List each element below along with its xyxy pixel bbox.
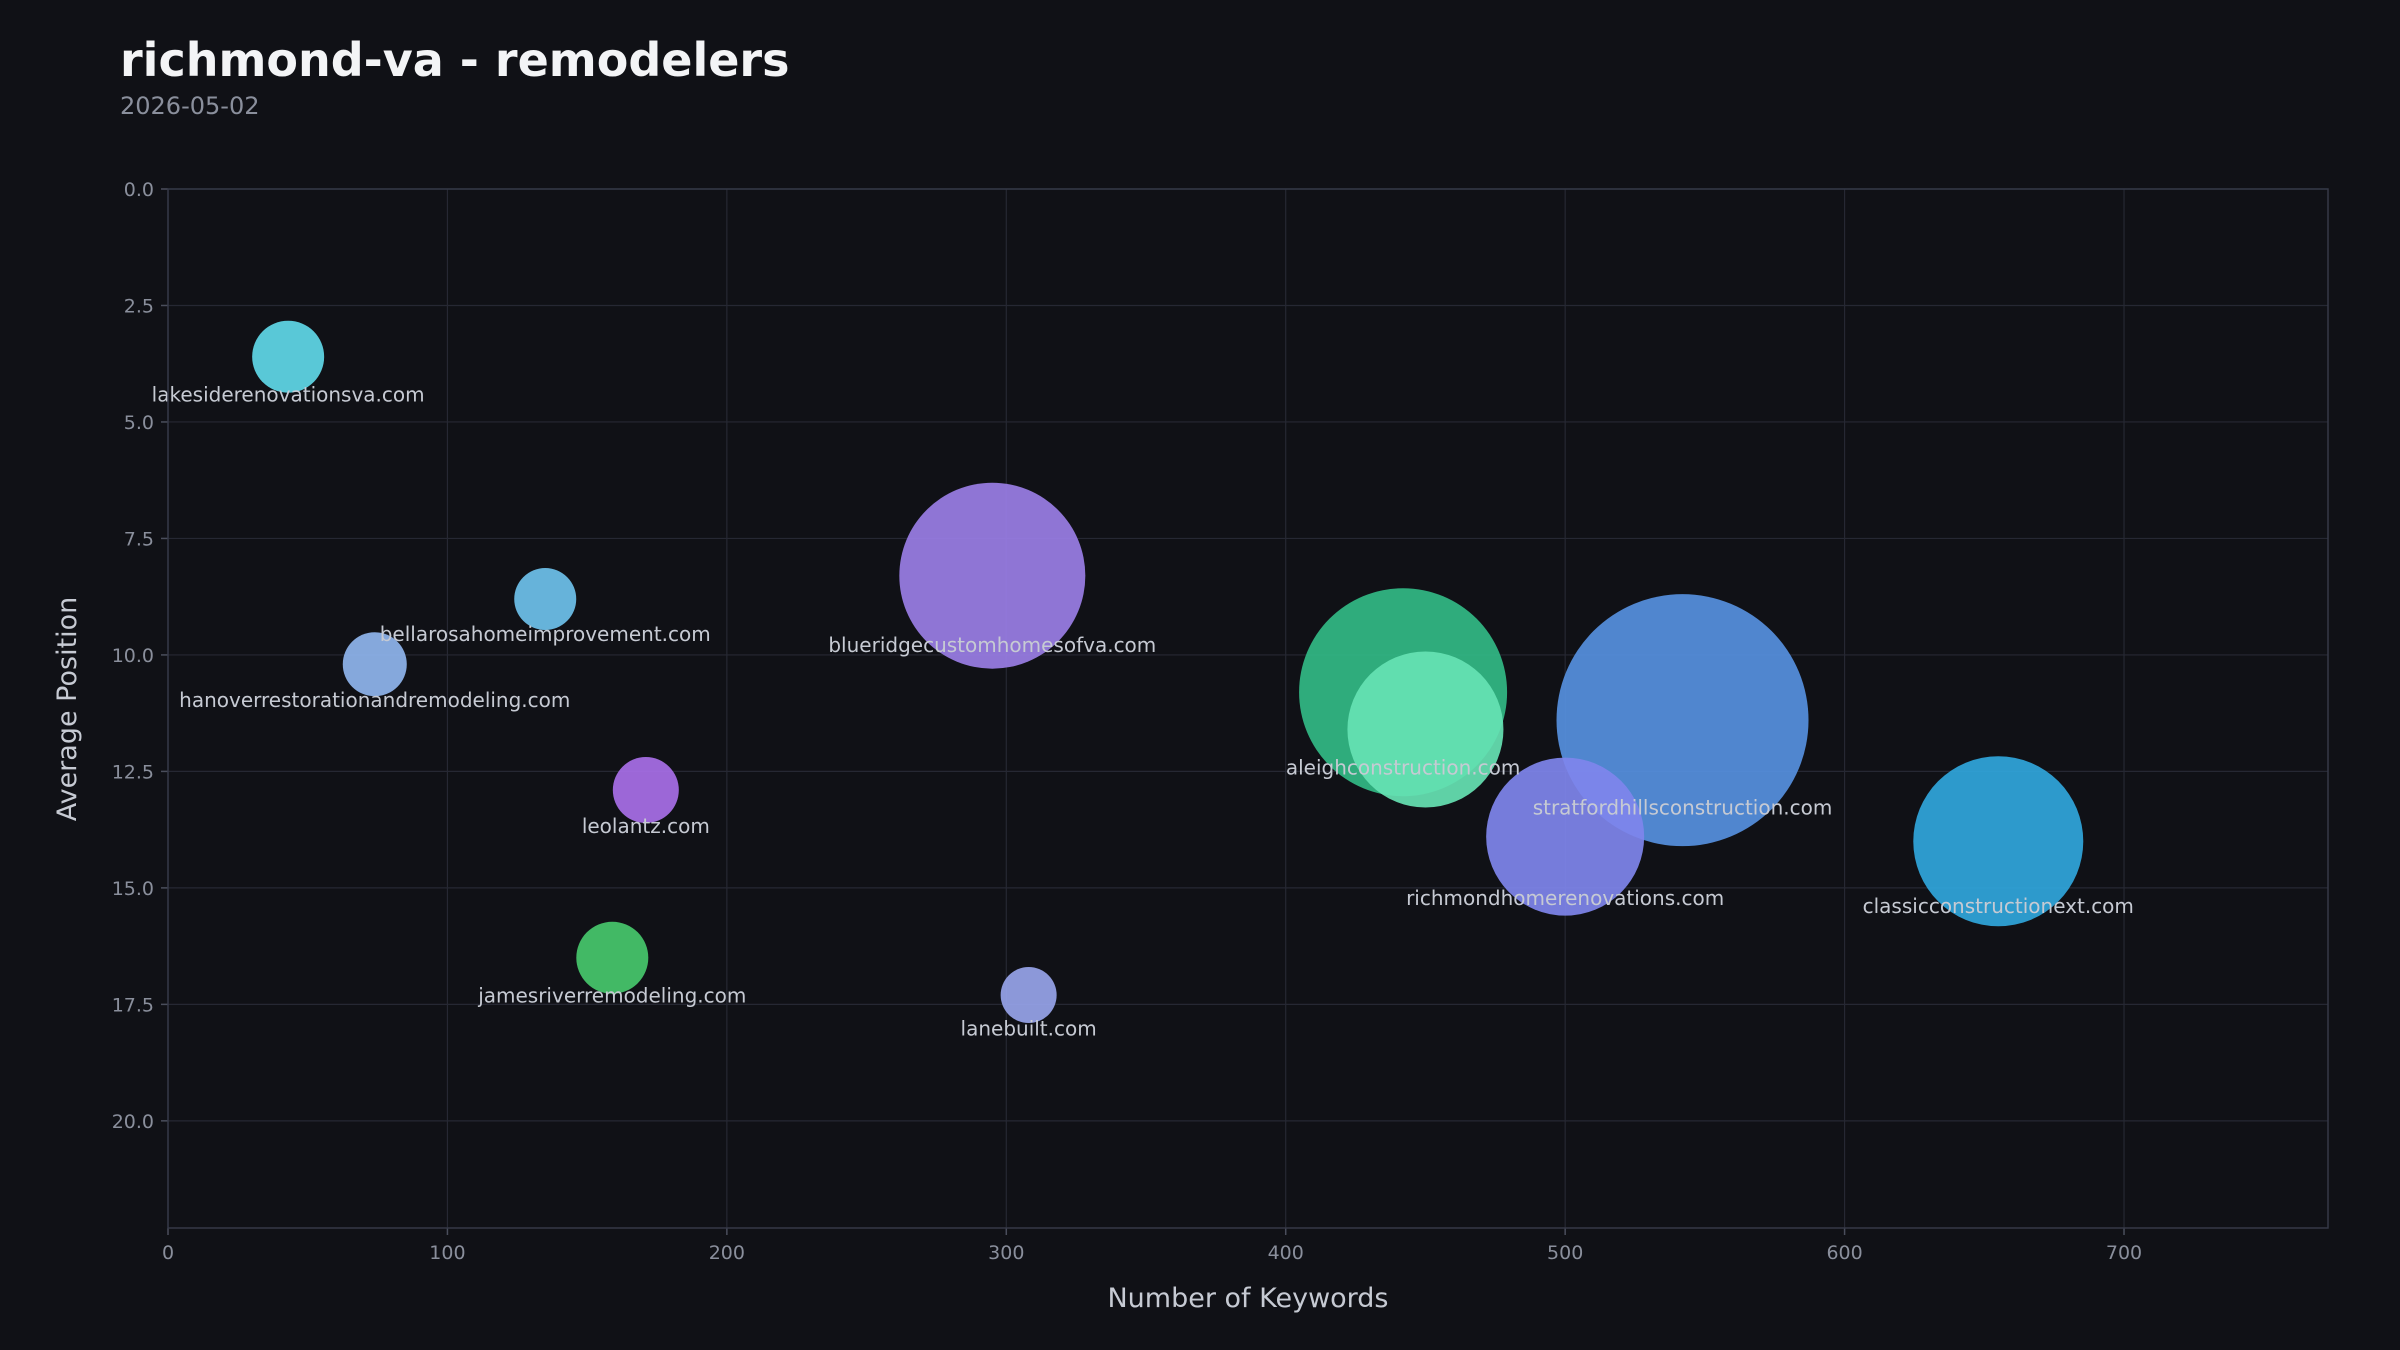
- bubble: [612, 757, 679, 824]
- y-tick-label: 15.0: [112, 878, 154, 900]
- bubble-labels: lakesiderenovationsva.com bellarosahomeim…: [152, 383, 2134, 1041]
- x-tick-label: 500: [1547, 1242, 1583, 1264]
- bubbles: [252, 320, 2084, 1024]
- x-tick-label: 200: [709, 1242, 745, 1264]
- bubble-label: stratfordhillsconstruction.com: [1533, 795, 1833, 819]
- y-tick-label: 17.5: [112, 994, 154, 1016]
- axes: 0 100 200 300 400 500 600 700 0.0 2.5 5.0 7.5 10.0 12…: [112, 179, 2329, 1264]
- bubble-label: lanebuilt.com: [961, 1016, 1097, 1040]
- x-tick-label: 400: [1268, 1242, 1304, 1264]
- chart-subtitle: 2026-05-02: [120, 92, 259, 120]
- bubble: [1486, 757, 1645, 916]
- plot-frame: [167, 188, 2329, 1229]
- bubble-label: leolantz.com: [582, 814, 710, 838]
- bubble-label: blueridgecustomhomesofva.com: [828, 633, 1156, 657]
- bubble: [1000, 967, 1057, 1024]
- y-tick-label: 2.5: [124, 295, 154, 317]
- y-tick-label: 7.5: [124, 528, 154, 550]
- y-tick-label: 0.0: [124, 179, 154, 201]
- bubble: [899, 482, 1086, 669]
- x-tick-label: 100: [429, 1242, 465, 1264]
- x-tick-label: 700: [2106, 1242, 2142, 1264]
- bubble: [1913, 756, 2084, 927]
- bubble-label: hanoverrestorationandremodeling.com: [179, 688, 570, 712]
- y-tick-label: 20.0: [112, 1111, 154, 1133]
- bubble: [1347, 651, 1504, 808]
- bubble-label: jamesriverremodeling.com: [477, 984, 746, 1008]
- y-axis-label: Average Position: [52, 597, 83, 822]
- y-tick-label: 12.5: [112, 761, 154, 783]
- bubble-label: aleighconstruction.com: [1286, 755, 1521, 779]
- bubble-label: richmondhomerenovations.com: [1406, 886, 1724, 910]
- x-tick-label: 300: [988, 1242, 1024, 1264]
- x-tick-label: 600: [1826, 1242, 1862, 1264]
- bubble-label: classicconstructionext.com: [1863, 894, 2134, 918]
- y-tick-label: 10.0: [112, 645, 154, 667]
- chart-title: richmond-va - remodelers: [120, 33, 790, 87]
- bubble: [576, 921, 649, 994]
- bubble-label: bellarosahomeimprovement.com: [380, 622, 711, 646]
- bubble: [342, 632, 407, 697]
- x-axis-label: Number of Keywords: [1107, 1283, 1388, 1314]
- bubble-label: lakesiderenovationsva.com: [152, 383, 425, 407]
- bubble: [514, 568, 577, 631]
- bubble: [252, 320, 325, 393]
- x-tick-label: 0: [162, 1242, 174, 1264]
- y-tick-label: 5.0: [124, 412, 154, 434]
